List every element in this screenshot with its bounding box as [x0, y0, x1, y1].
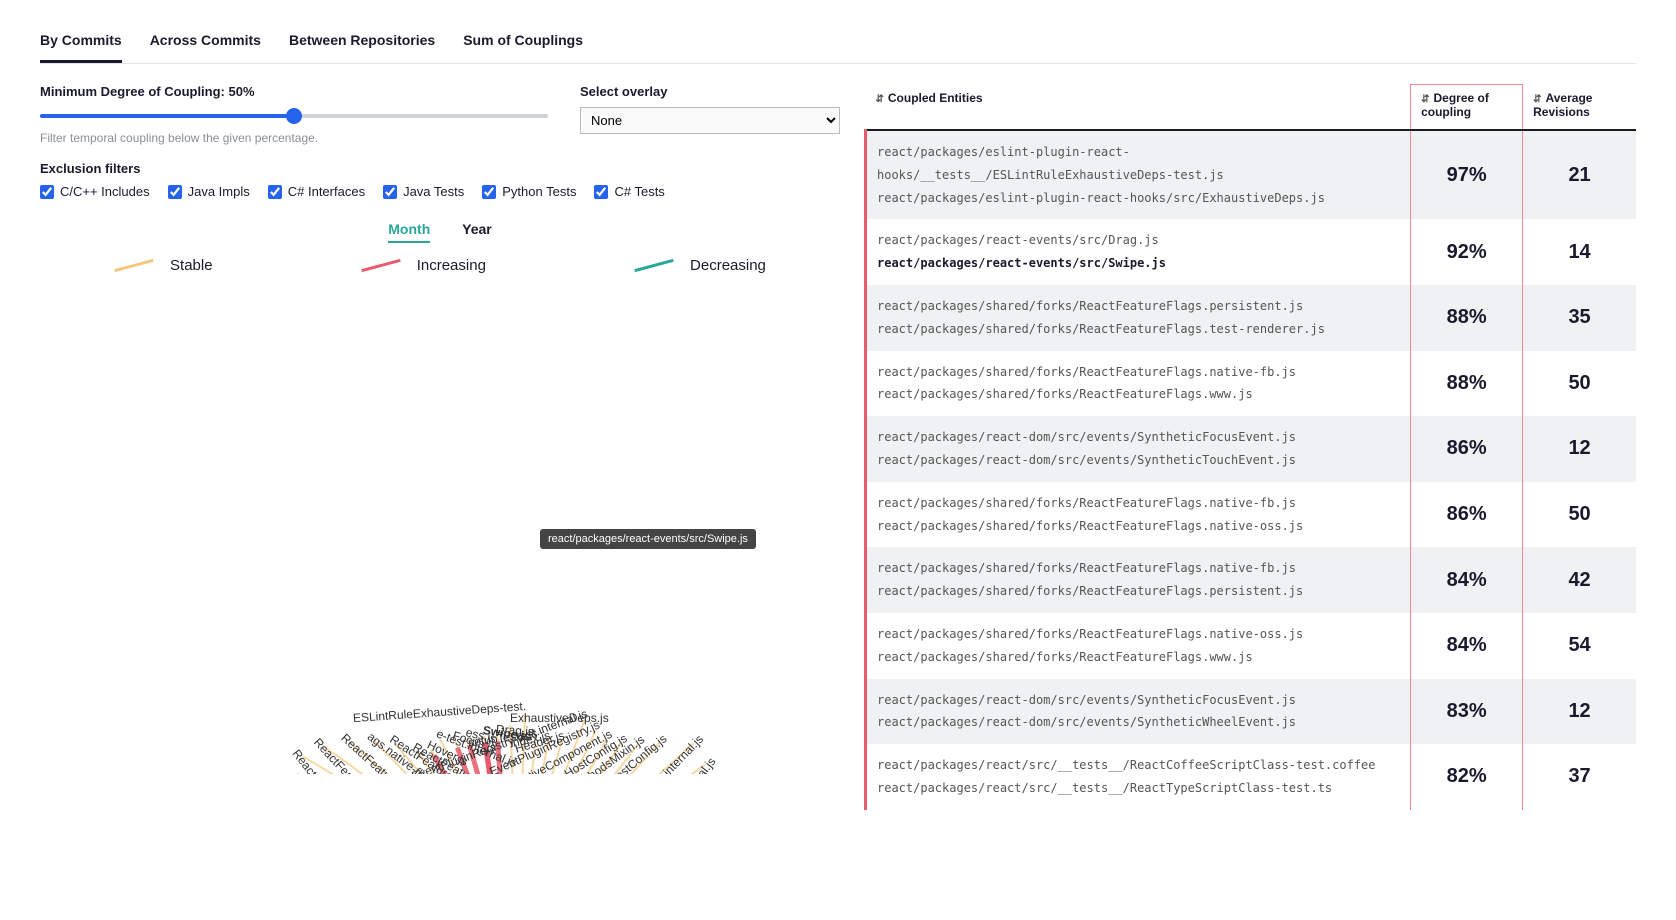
- tab-by-commits[interactable]: By Commits: [40, 20, 122, 63]
- legend-increasing: Increasing: [361, 257, 486, 274]
- col-revisions[interactable]: ⇵Average Revisions: [1523, 85, 1636, 131]
- time-toggle-year[interactable]: Year: [462, 221, 492, 241]
- time-toggle-month[interactable]: Month: [388, 221, 430, 243]
- filter-c-interfaces[interactable]: C# Interfaces: [268, 184, 365, 199]
- table-row[interactable]: react/packages/react/src/__tests__/React…: [866, 744, 1637, 810]
- legend-stable: Stable: [114, 257, 213, 274]
- exclusion-filters-label: Exclusion filters: [40, 161, 840, 176]
- filter-python-tests[interactable]: Python Tests: [482, 184, 576, 199]
- coupling-slider-label: Minimum Degree of Coupling: 50%: [40, 84, 548, 99]
- chart-tooltip: react/packages/react-events/src/Swipe.js: [540, 529, 756, 549]
- table-row[interactable]: react/packages/shared/forks/ReactFeature…: [866, 482, 1637, 548]
- table-row[interactable]: react/packages/react-dom/src/events/Synt…: [866, 679, 1637, 745]
- table-row[interactable]: react/packages/react-dom/src/events/Synt…: [866, 416, 1637, 482]
- filter-c-tests[interactable]: C# Tests: [594, 184, 664, 199]
- table-row[interactable]: react/packages/shared/forks/ReactFeature…: [866, 613, 1637, 679]
- sort-icon: ⇵: [1421, 94, 1429, 105]
- tab-across-commits[interactable]: Across Commits: [150, 20, 261, 63]
- coupling-slider[interactable]: [40, 107, 548, 125]
- time-toggle: Month Year: [40, 221, 840, 243]
- exclusion-filters: C/C++ Includes Java Impls C# Interfaces Jav…: [40, 184, 840, 199]
- filter-java-tests[interactable]: Java Tests: [383, 184, 464, 199]
- sort-icon: ⇵: [876, 94, 884, 105]
- main-tabs: By Commits Across Commits Between Reposito…: [40, 20, 1636, 64]
- col-degree[interactable]: ⇵Degree of coupling: [1411, 85, 1523, 131]
- coupling-chart[interactable]: ReactFiberHostConfig.custom.jsReactFiber…: [40, 294, 840, 774]
- legend-decreasing: Decreasing: [634, 257, 766, 274]
- filter-java-impls[interactable]: Java Impls: [168, 184, 250, 199]
- sort-icon: ⇵: [1533, 94, 1541, 105]
- chart-legend: Stable Increasing Decreasing: [40, 257, 840, 274]
- coupling-slider-hint: Filter temporal coupling below the given…: [40, 131, 548, 145]
- table-row[interactable]: react/packages/shared/forks/ReactFeature…: [866, 351, 1637, 417]
- coupled-entities-table: ⇵Coupled Entities⇵Degree of coupling⇵Ave…: [864, 84, 1636, 810]
- overlay-select[interactable]: None: [580, 107, 840, 134]
- col-entities[interactable]: ⇵Coupled Entities: [866, 85, 1411, 131]
- table-row[interactable]: react/packages/shared/forks/ReactFeature…: [866, 547, 1637, 613]
- filter-c-c-includes[interactable]: C/C++ Includes: [40, 184, 150, 199]
- table-row[interactable]: react/packages/shared/forks/ReactFeature…: [866, 285, 1637, 351]
- table-row[interactable]: react/packages/react-events/src/Drag.jsr…: [866, 219, 1637, 285]
- tab-sum-of-couplings[interactable]: Sum of Couplings: [463, 20, 583, 63]
- tab-between-repositories[interactable]: Between Repositories: [289, 20, 435, 63]
- table-row[interactable]: react/packages/eslint-plugin-react-hooks…: [866, 130, 1637, 219]
- overlay-label: Select overlay: [580, 84, 840, 99]
